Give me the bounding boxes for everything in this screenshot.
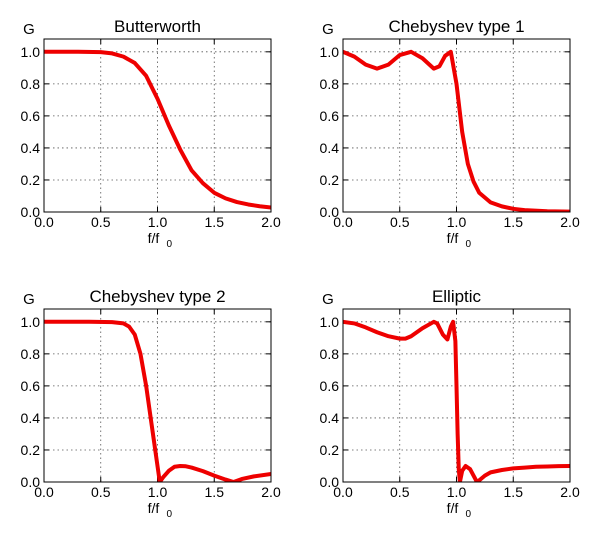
chart-title: Chebyshev type 1 [388,17,524,36]
plot-frame [342,38,571,213]
y-tick-label: 0.8 [320,76,340,92]
y-tick-label: 0.8 [21,346,41,362]
x-tick-label: 0.5 [91,214,111,230]
x-tick-label: 0.5 [390,214,410,230]
x-tick-label: 0.0 [34,484,54,500]
x-tick-label: 2.0 [560,214,580,230]
gain-curve [44,49,271,210]
y-tick-label: 0.2 [320,442,340,458]
chart-panel-3: 0.0 0.5 1.0 1.5 2.0 0.0 0.2 0.4 0.6 0.8 1.0 Chebysh… [21,287,281,520]
gain-curve [343,319,570,482]
plot-frame [43,308,272,483]
y-tick-label: 0.8 [320,346,340,362]
y-tick-label: 1.0 [320,314,340,330]
x-tick-label: 0.0 [34,214,54,230]
y-tick-label: 0.6 [320,378,340,394]
x-axis-label: f/f 0 [447,230,472,250]
x-tick-label: 2.0 [261,214,281,230]
y-tick-label: 0.8 [21,76,41,92]
y-tick-label: 0.4 [320,410,340,426]
x-tick-label: 1.0 [148,214,168,230]
x-axis-label-subscript: 0 [167,239,173,250]
chart-panel-2: 0.0 0.5 1.0 1.5 2.0 0.0 0.2 0.4 0.6 0.8 1.0 Chebysh… [320,17,580,250]
x-tick-label: 1.5 [504,214,524,230]
y-axis-label: G [322,21,334,38]
x-axis-label-main: f/f [148,500,160,516]
y-axis-label: G [23,21,35,38]
x-axis-label: f/f 0 [148,500,173,520]
y-tick-label: 0.2 [320,172,340,188]
chart-title: Butterworth [114,17,201,36]
y-tick-label: 0.2 [21,442,41,458]
x-axis-label-subscript: 0 [466,239,472,250]
x-tick-label: 1.5 [205,214,225,230]
y-tick-label: 0.4 [320,140,340,156]
chart-title: Elliptic [432,287,482,306]
x-axis-label-main: f/f [447,500,459,516]
gain-curve [44,319,271,482]
y-tick-label: 0.6 [21,108,41,124]
plot-frame [342,308,571,483]
x-tick-label: 1.5 [205,484,225,500]
x-axis-label-subscript: 0 [466,509,472,520]
y-tick-label: 0.4 [21,410,41,426]
x-axis-label: f/f 0 [447,500,472,520]
x-tick-label: 2.0 [261,484,281,500]
x-tick-label: 0.5 [91,484,111,500]
x-tick-label: 1.0 [447,214,467,230]
y-tick-label: 0.0 [21,474,41,490]
gain-curve [343,49,570,212]
x-tick-label: 2.0 [560,484,580,500]
chart-panel-4: 0.0 0.5 1.0 1.5 2.0 0.0 0.2 0.4 0.6 0.8 1.0 Ellipti… [320,287,580,520]
y-axis-label: G [23,291,35,308]
y-tick-label: 0.0 [320,474,340,490]
y-tick-label: 1.0 [21,44,41,60]
x-axis-label-main: f/f [148,230,160,246]
x-axis-label-subscript: 0 [167,509,173,520]
y-tick-label: 1.0 [320,44,340,60]
x-tick-label: 0.0 [333,484,353,500]
y-tick-label: 0.0 [21,204,41,220]
y-tick-label: 0.6 [21,378,41,394]
plot-frame [43,38,272,213]
y-tick-label: 0.6 [320,108,340,124]
y-axis-label: G [322,291,334,308]
x-tick-label: 0.0 [333,214,353,230]
y-tick-label: 0.0 [320,204,340,220]
y-tick-label: 1.0 [21,314,41,330]
chart-panel-1: 0.0 0.5 1.0 1.5 2.0 0.0 0.2 0.4 0.6 0.8 1.0 Butterw… [21,17,281,250]
x-tick-label: 0.5 [390,484,410,500]
x-tick-label: 1.0 [447,484,467,500]
y-tick-label: 0.4 [21,140,41,156]
x-tick-label: 1.0 [148,484,168,500]
x-axis-label-main: f/f [447,230,459,246]
chart-title: Chebyshev type 2 [89,287,225,306]
x-axis-label: f/f 0 [148,230,173,250]
y-tick-label: 0.2 [21,172,41,188]
x-tick-label: 1.5 [504,484,524,500]
